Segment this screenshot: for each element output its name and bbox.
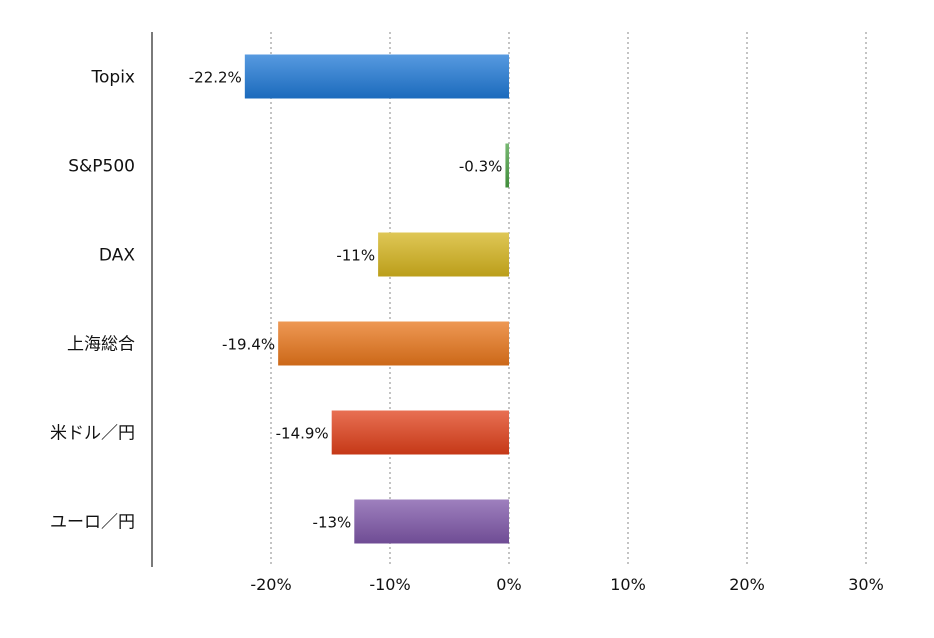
category-label: Topix	[91, 68, 135, 88]
bar	[278, 321, 509, 366]
category-label: S&P500	[68, 157, 135, 177]
grid-lines	[270, 32, 867, 567]
x-tick-label: 0%	[496, 575, 521, 594]
bar	[354, 499, 509, 544]
data-label: -13%	[313, 514, 352, 532]
bar	[244, 54, 509, 99]
category-label: ユーロ／円	[50, 513, 135, 533]
data-label: -22.2%	[189, 69, 242, 87]
x-tick-label: -20%	[250, 575, 291, 594]
data-label: -19.4%	[222, 336, 275, 354]
x-tick-label: -10%	[369, 575, 410, 594]
bar	[505, 143, 509, 188]
labels: -20% -10% 0% 10% 20% 30% Topix -22.2% S&P500 -0.3…	[50, 68, 884, 595]
data-label: -0.3%	[459, 158, 503, 176]
x-tick-label: 30%	[848, 575, 884, 594]
bar	[378, 232, 509, 277]
data-label: -11%	[336, 247, 375, 265]
x-tick-label: 20%	[729, 575, 765, 594]
category-label: DAX	[99, 246, 135, 266]
category-label: 米ドル／円	[50, 424, 135, 444]
x-tick-label: 10%	[610, 575, 646, 594]
bar	[331, 410, 509, 455]
data-label: -14.9%	[276, 425, 329, 443]
category-label: 上海総合	[67, 335, 135, 355]
bars	[244, 54, 509, 544]
